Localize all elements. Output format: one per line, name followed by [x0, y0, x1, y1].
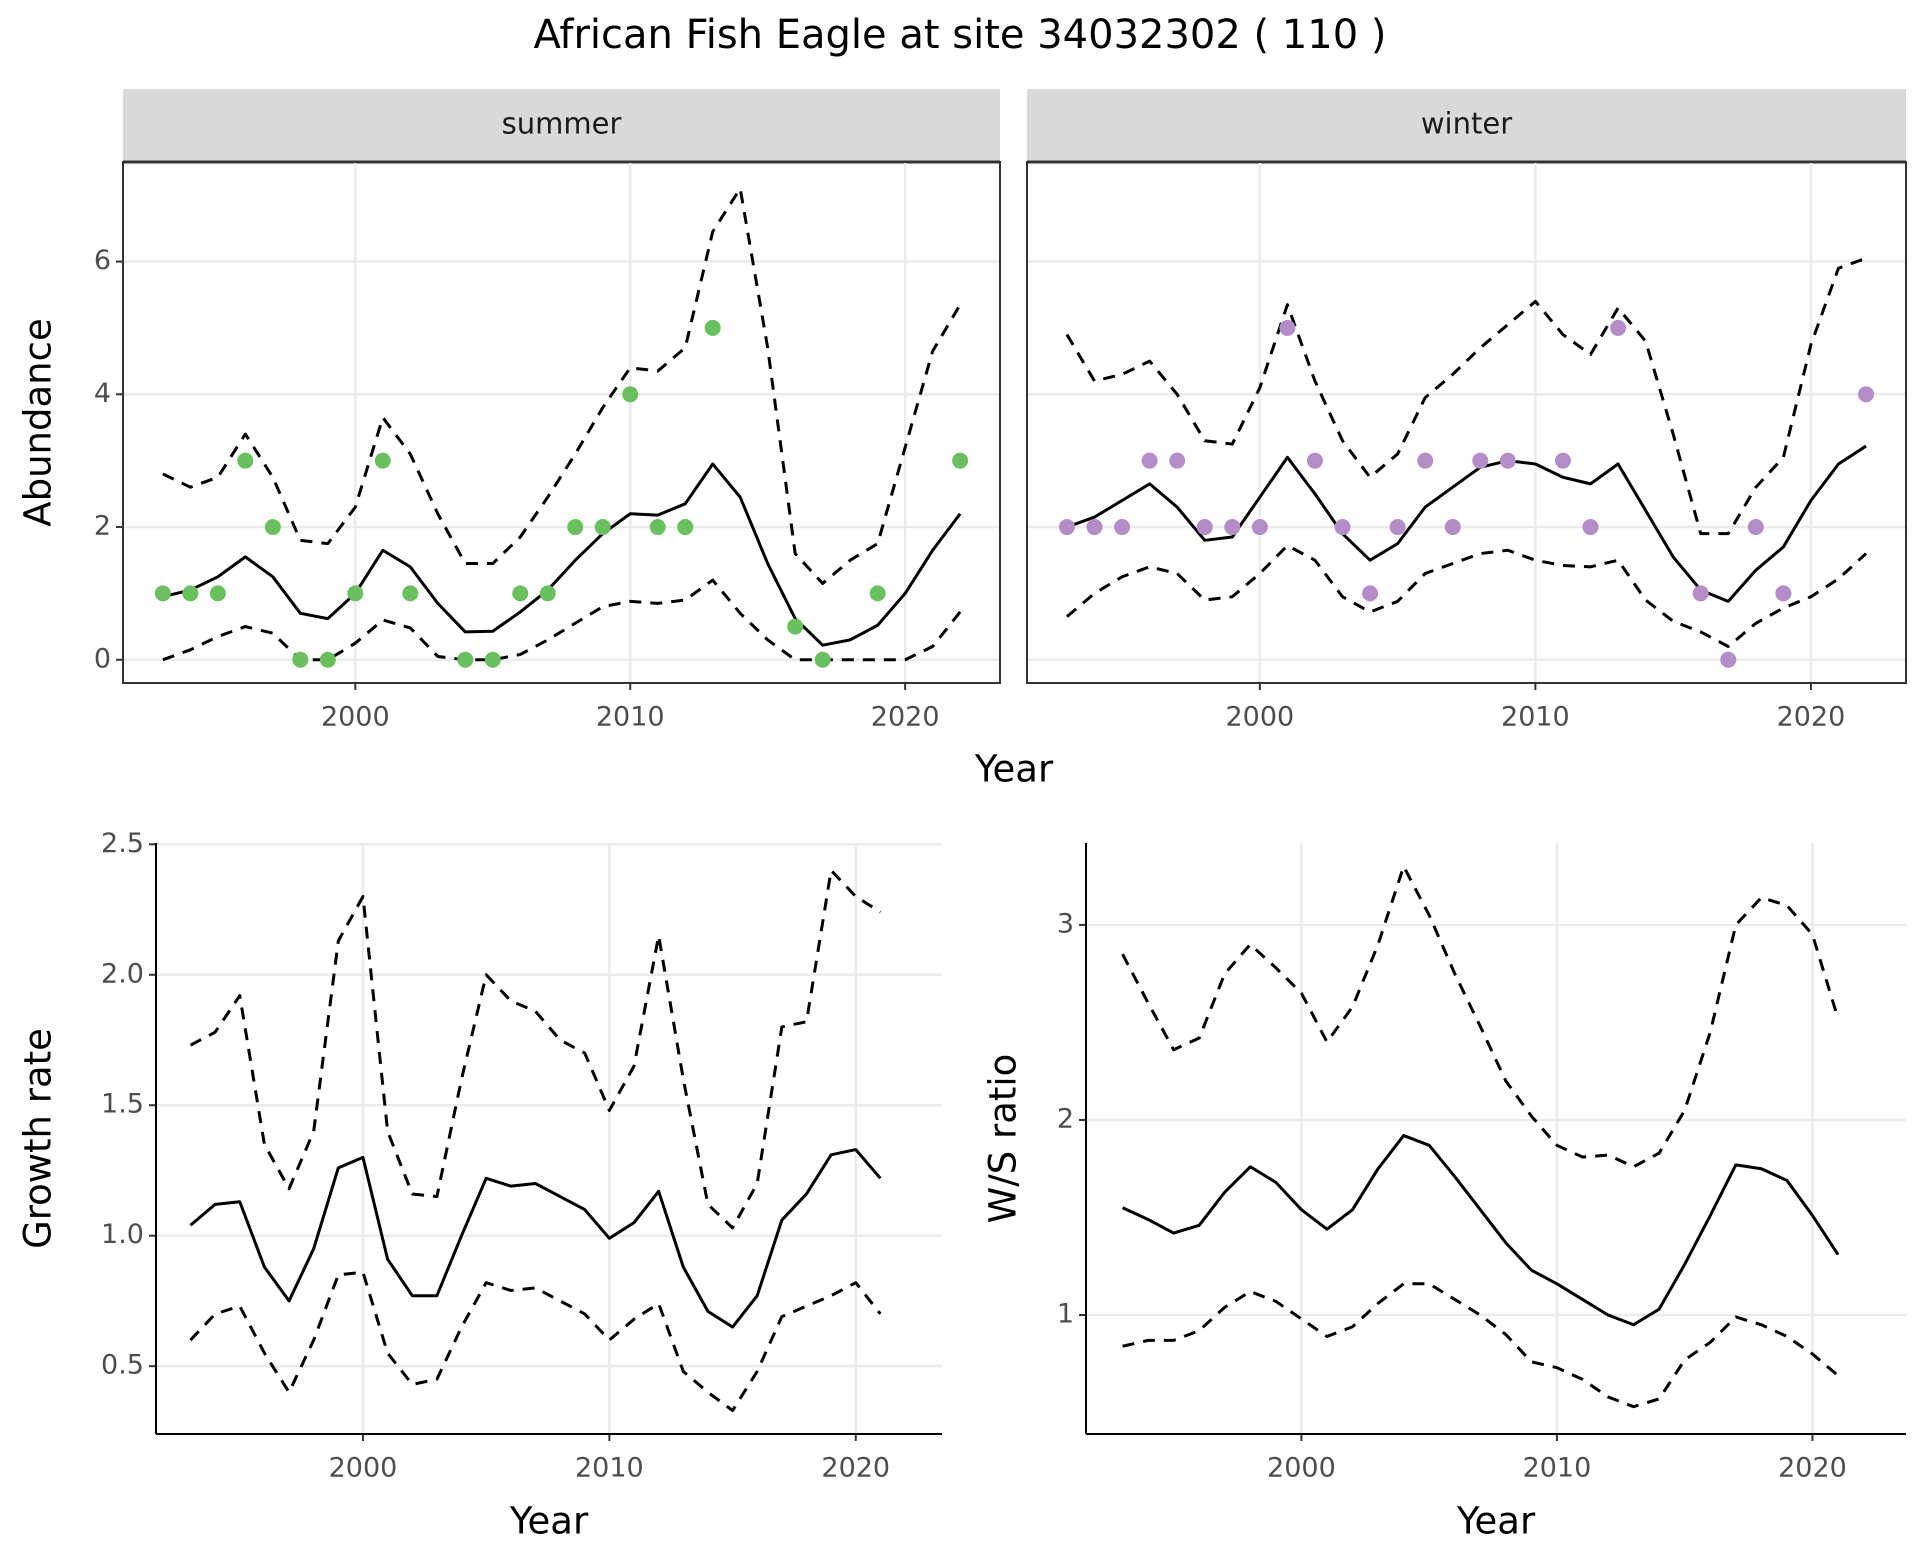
x-tick-label: 2010: [596, 702, 665, 733]
strip: [1027, 89, 1906, 162]
point: [869, 585, 886, 602]
point: [677, 519, 694, 536]
y-axis-title: Growth rate: [17, 1028, 60, 1249]
point: [1499, 452, 1516, 469]
point: [1114, 519, 1131, 536]
point: [1610, 319, 1627, 336]
y-axis-title: W/S ratio: [982, 1054, 1025, 1224]
point: [484, 651, 501, 668]
x-tick-label: 2010: [1523, 1453, 1592, 1484]
point: [457, 651, 474, 668]
point: [1417, 452, 1434, 469]
point: [952, 452, 969, 469]
point: [374, 452, 391, 469]
x-tick-label: 2010: [1501, 702, 1570, 733]
mean-line: [189, 1148, 882, 1329]
x-tick-label: 2020: [871, 702, 940, 733]
point: [319, 651, 336, 668]
point: [567, 519, 584, 536]
point: [594, 519, 611, 536]
strip: [123, 89, 1000, 162]
point: [1086, 519, 1103, 536]
x-tick-label: 2010: [575, 1453, 644, 1484]
point: [1444, 519, 1461, 536]
x-tick-label: 2020: [1778, 1453, 1847, 1484]
interval-line: [1065, 256, 1867, 536]
figure-title: African Fish Eagle at site 34032302 ( 11…: [533, 12, 1386, 58]
x-tick-label: 2020: [821, 1453, 890, 1484]
point: [1279, 319, 1296, 336]
y-tick-label: 1.0: [101, 1219, 144, 1250]
point: [1747, 519, 1764, 536]
point: [1334, 519, 1351, 536]
y-tick-label: 0.5: [101, 1350, 144, 1381]
y-tick-label: 2.0: [101, 958, 144, 989]
point: [1692, 585, 1709, 602]
point: [1306, 452, 1323, 469]
point: [1196, 519, 1213, 536]
point: [402, 585, 419, 602]
point: [347, 585, 364, 602]
point: [237, 452, 254, 469]
point: [787, 618, 804, 635]
panel-border: [1026, 161, 1907, 684]
point: [1720, 651, 1737, 668]
point: [1224, 519, 1241, 536]
x-axis-title: Year: [974, 748, 1054, 791]
point: [539, 585, 556, 602]
point: [622, 386, 639, 403]
point: [1472, 452, 1489, 469]
interval-line: [1065, 544, 1868, 648]
y-tick-label: 1.5: [101, 1089, 144, 1120]
point: [1141, 452, 1158, 469]
y-tick-label: 0: [94, 643, 111, 674]
strip-label: winter: [1421, 107, 1512, 141]
x-tick-label: 2000: [1225, 702, 1294, 733]
point: [264, 519, 281, 536]
point: [1058, 519, 1075, 536]
point: [814, 651, 831, 668]
point: [1554, 452, 1571, 469]
point: [512, 585, 529, 602]
y-tick-label: 3: [1057, 908, 1074, 939]
interval-line: [1122, 1282, 1839, 1409]
interval-line: [189, 1270, 882, 1413]
y-tick-label: 2.5: [101, 828, 144, 859]
point: [1362, 585, 1379, 602]
point: [154, 585, 171, 602]
mean-line: [1121, 1134, 1840, 1327]
x-tick-label: 2000: [321, 702, 390, 733]
point: [1775, 585, 1792, 602]
point: [1582, 519, 1599, 536]
panel-border: [122, 161, 1001, 684]
point: [1858, 386, 1875, 403]
x-tick-label: 2000: [1267, 1453, 1336, 1484]
point: [704, 319, 721, 336]
y-tick-label: 2: [1057, 1103, 1074, 1134]
interval-line: [1121, 864, 1840, 1169]
point: [209, 585, 226, 602]
y-tick-label: 6: [94, 245, 111, 276]
point: [182, 585, 199, 602]
point: [1169, 452, 1186, 469]
y-tick-label: 1: [1057, 1299, 1074, 1330]
x-tick-label: 2000: [329, 1453, 398, 1484]
mean-line: [162, 462, 962, 647]
point: [292, 651, 309, 668]
x-axis-title: Year: [509, 1500, 589, 1543]
strip-label: summer: [502, 107, 622, 141]
y-axis-title: Abundance: [17, 318, 60, 526]
mean-line: [1066, 444, 1867, 603]
point: [1389, 519, 1406, 536]
point: [1251, 519, 1268, 536]
interval-line: [162, 187, 962, 585]
y-tick-label: 2: [94, 511, 111, 542]
x-tick-label: 2020: [1777, 702, 1846, 733]
point: [649, 519, 666, 536]
interval-line: [189, 868, 882, 1230]
x-axis-title: Year: [1456, 1500, 1536, 1543]
y-tick-label: 4: [94, 378, 111, 409]
